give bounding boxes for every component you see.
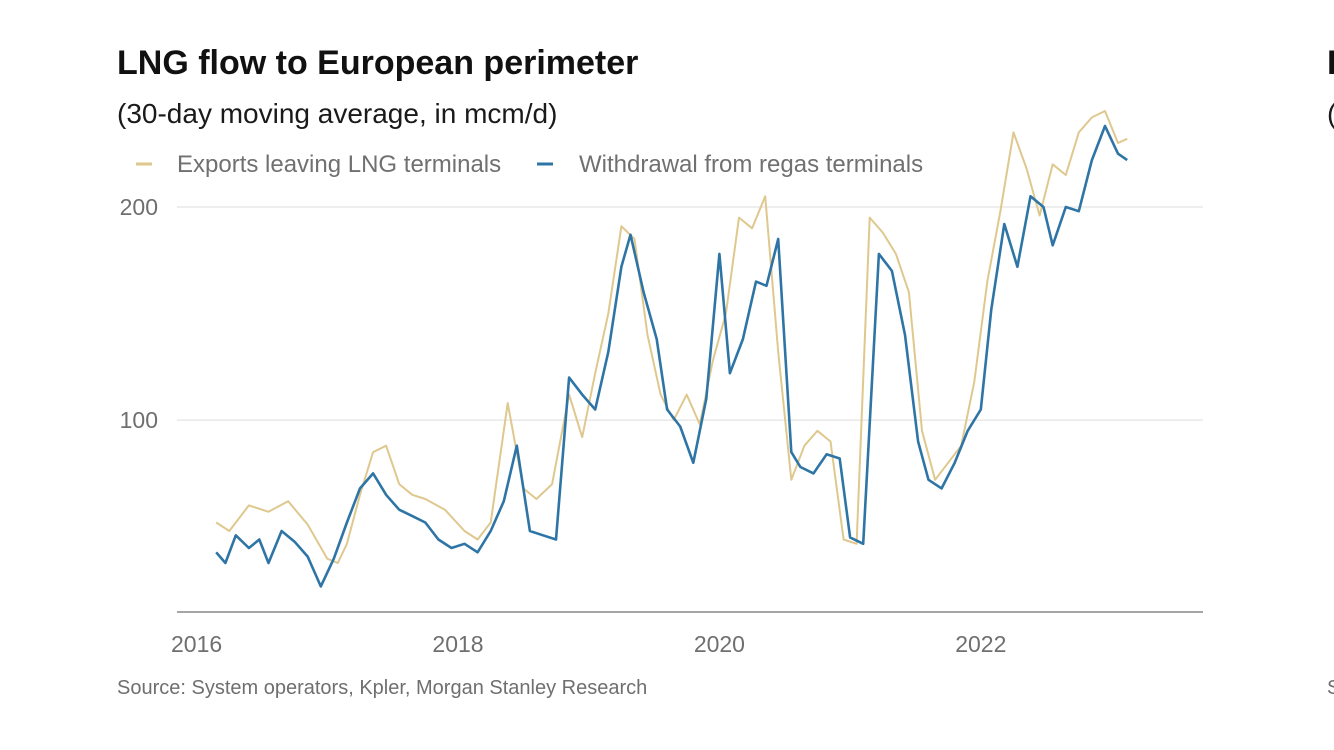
legend: Exports leaving LNG terminals Withdrawal… [136,151,923,178]
chart-title: LNG flow to European perimeter [117,44,639,82]
chart-subtitle: (30-day moving average, in mcm/d) [117,98,558,129]
adjacent-chart-source-fragment: S [1327,677,1334,699]
adjacent-chart-subtitle-fragment: ( [1327,98,1334,130]
series-layer [215,110,1128,588]
x-tick-label: 2022 [955,631,1006,657]
legend-label-withdrawal: Withdrawal from regas terminals [579,151,923,178]
y-tick-label: 200 [120,194,158,220]
x-tick-label: 2018 [432,631,483,657]
legend-label-exports: Exports leaving LNG terminals [177,151,501,178]
x-tick-label: 2020 [694,631,745,657]
x-axis-ticks: 2016 2018 2020 2022 [171,631,1006,657]
gridlines [177,206,1203,421]
series-line-withdrawal [215,124,1128,588]
y-tick-label: 100 [120,407,158,433]
series-line-exports [215,110,1128,564]
source-note: Source: System operators, Kpler, Morgan … [117,677,648,699]
x-tick-label: 2016 [171,631,222,657]
y-axis-ticks: 100 200 [120,194,158,433]
adjacent-chart-title-fragment: I [1327,44,1334,82]
